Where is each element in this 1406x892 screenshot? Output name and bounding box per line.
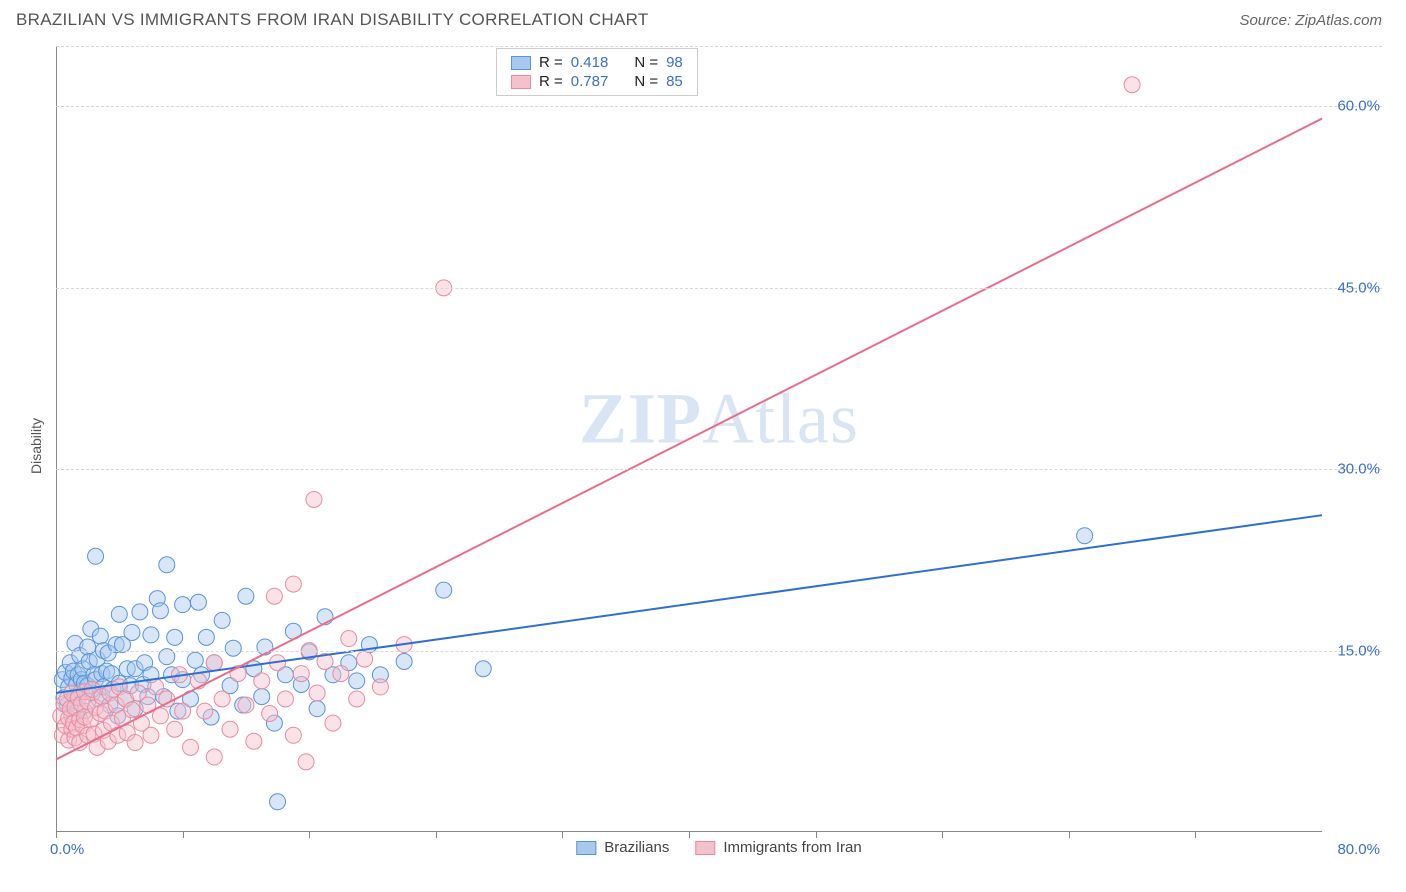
series-legend: Brazilians Immigrants from Iran <box>576 839 861 856</box>
scatter-point <box>262 705 278 721</box>
scatter-point <box>187 652 203 668</box>
scatter-point <box>152 603 168 619</box>
scatter-point <box>111 606 127 622</box>
plot-svg <box>56 46 1382 856</box>
scatter-point <box>1124 77 1140 93</box>
scatter-point <box>293 666 309 682</box>
scatter-point <box>238 588 254 604</box>
chart-title: BRAZILIAN VS IMMIGRANTS FROM IRAN DISABI… <box>16 10 649 30</box>
scatter-point <box>167 629 183 645</box>
gridline <box>56 106 1382 107</box>
scatter-point <box>124 624 140 640</box>
swatch-blue <box>511 56 531 70</box>
scatter-point <box>159 691 175 707</box>
x-tick <box>562 831 563 838</box>
gridline <box>56 46 1382 47</box>
scatter-point <box>306 491 322 507</box>
scatter-point <box>309 685 325 701</box>
source-attribution: Source: ZipAtlas.com <box>1239 12 1382 29</box>
scatter-point <box>159 557 175 573</box>
legend-row-brazilians: R = 0.418 N = 98 <box>511 53 683 72</box>
scatter-point <box>372 679 388 695</box>
scatter-point <box>225 640 241 656</box>
x-tick <box>689 831 690 838</box>
x-tick <box>1069 831 1070 838</box>
gridline <box>56 469 1382 470</box>
gridline <box>56 288 1382 289</box>
x-tick <box>309 831 310 838</box>
scatter-point <box>214 691 230 707</box>
scatter-point <box>396 653 412 669</box>
scatter-point <box>1077 528 1093 544</box>
scatter-point <box>349 673 365 689</box>
plot-area: ZIPAtlas R = 0.418 N = 98 R = 0.787 N = … <box>56 46 1382 856</box>
scatter-point <box>92 628 108 644</box>
scatter-point <box>266 588 282 604</box>
scatter-point <box>183 739 199 755</box>
scatter-point <box>175 597 191 613</box>
swatch-pink-icon <box>695 841 715 855</box>
x-tick <box>816 831 817 838</box>
scatter-point <box>197 703 213 719</box>
scatter-point <box>254 673 270 689</box>
legend-row-iran: R = 0.787 N = 85 <box>511 72 683 91</box>
n-value-pink: 85 <box>666 73 683 90</box>
scatter-point <box>132 604 148 620</box>
n-value-blue: 98 <box>666 54 683 71</box>
scatter-point <box>175 703 191 719</box>
scatter-point <box>309 701 325 717</box>
scatter-point <box>325 715 341 731</box>
scatter-point <box>349 691 365 707</box>
scatter-point <box>222 721 238 737</box>
x-axis-min-label: 0.0% <box>50 841 84 858</box>
correlation-legend: R = 0.418 N = 98 R = 0.787 N = 85 <box>496 48 698 96</box>
swatch-pink <box>511 75 531 89</box>
scatter-point <box>206 655 222 671</box>
scatter-point <box>206 749 222 765</box>
y-tick-label: 60.0% <box>1337 98 1380 115</box>
scatter-point <box>254 689 270 705</box>
legend-item-iran: Immigrants from Iran <box>695 839 861 856</box>
scatter-point <box>127 735 143 751</box>
x-tick <box>436 831 437 838</box>
legend-item-brazilians: Brazilians <box>576 839 669 856</box>
scatter-point <box>167 721 183 737</box>
scatter-point <box>285 576 301 592</box>
scatter-point <box>298 754 314 770</box>
y-tick-label: 30.0% <box>1337 461 1380 478</box>
scatter-point <box>277 691 293 707</box>
x-tick <box>56 831 57 838</box>
x-tick <box>942 831 943 838</box>
x-tick <box>1195 831 1196 838</box>
scatter-point <box>246 733 262 749</box>
scatter-point <box>214 612 230 628</box>
r-value-pink: 0.787 <box>571 73 609 90</box>
scatter-point <box>333 666 349 682</box>
chart-container: ZIPAtlas R = 0.418 N = 98 R = 0.787 N = … <box>42 46 1382 856</box>
scatter-point <box>285 727 301 743</box>
x-tick <box>183 831 184 838</box>
scatter-point <box>143 627 159 643</box>
scatter-point <box>88 548 104 564</box>
chart-header: BRAZILIAN VS IMMIGRANTS FROM IRAN DISABI… <box>0 0 1406 36</box>
swatch-blue-icon <box>576 841 596 855</box>
r-value-blue: 0.418 <box>571 54 609 71</box>
scatter-point <box>475 661 491 677</box>
scatter-point <box>270 794 286 810</box>
y-tick-label: 45.0% <box>1337 279 1380 296</box>
trend-line <box>56 119 1322 760</box>
scatter-point <box>357 651 373 667</box>
scatter-point <box>198 629 214 645</box>
scatter-point <box>190 594 206 610</box>
scatter-point <box>436 582 452 598</box>
gridline <box>56 651 1382 652</box>
scatter-point <box>124 702 140 718</box>
scatter-point <box>341 631 357 647</box>
scatter-point <box>143 727 159 743</box>
scatter-point <box>238 697 254 713</box>
y-tick-label: 15.0% <box>1337 642 1380 659</box>
x-axis-max-label: 80.0% <box>1337 841 1380 858</box>
